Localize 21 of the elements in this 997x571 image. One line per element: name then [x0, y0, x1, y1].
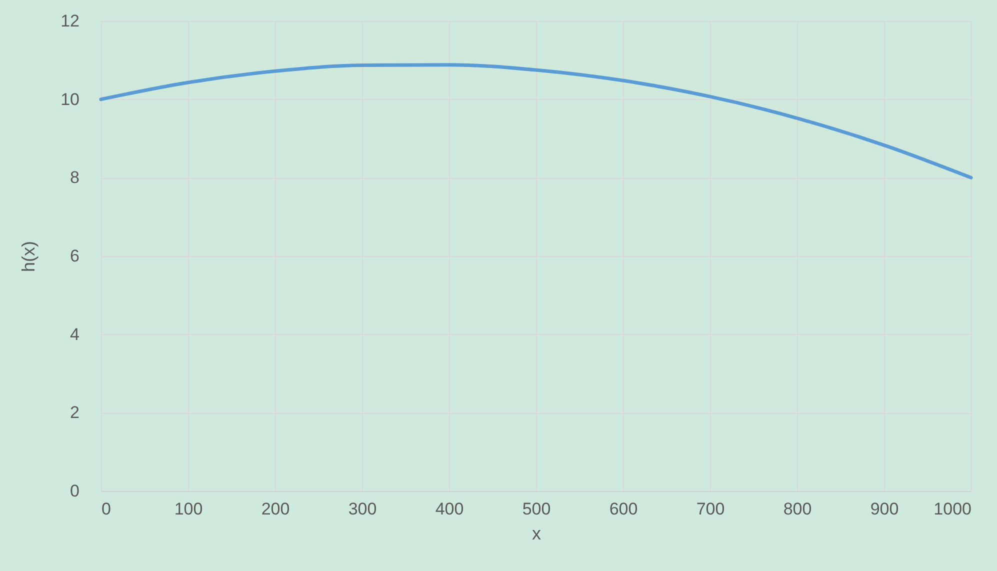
y-tick-label: 6 — [70, 246, 80, 266]
x-tick-label: 300 — [348, 500, 377, 518]
x-tick-label: 0 — [102, 500, 111, 518]
x-tick-label: 400 — [435, 500, 464, 518]
y-tick-label: 10 — [60, 90, 80, 109]
x-tick-label: 100 — [174, 500, 203, 518]
y-tick-label: 0 — [70, 482, 80, 500]
line-series — [99, 63, 973, 180]
y-tick-label: 2 — [70, 403, 80, 422]
y-tick-label: 4 — [70, 324, 80, 344]
x-tick-label: 500 — [522, 500, 551, 518]
x-tick-label: 700 — [696, 500, 725, 518]
y-tick-label: 12 — [60, 12, 80, 30]
x-tick-label: 1000 — [934, 500, 972, 518]
x-tick-label: 600 — [609, 500, 638, 518]
x-axis-title: x — [532, 524, 541, 544]
x-tick-label: 900 — [870, 500, 899, 518]
y-tick-label: 8 — [70, 168, 80, 188]
x-tick-label: 200 — [261, 500, 290, 518]
y-axis-title: h(x) — [18, 241, 39, 272]
x-tick-label: 800 — [783, 500, 812, 518]
